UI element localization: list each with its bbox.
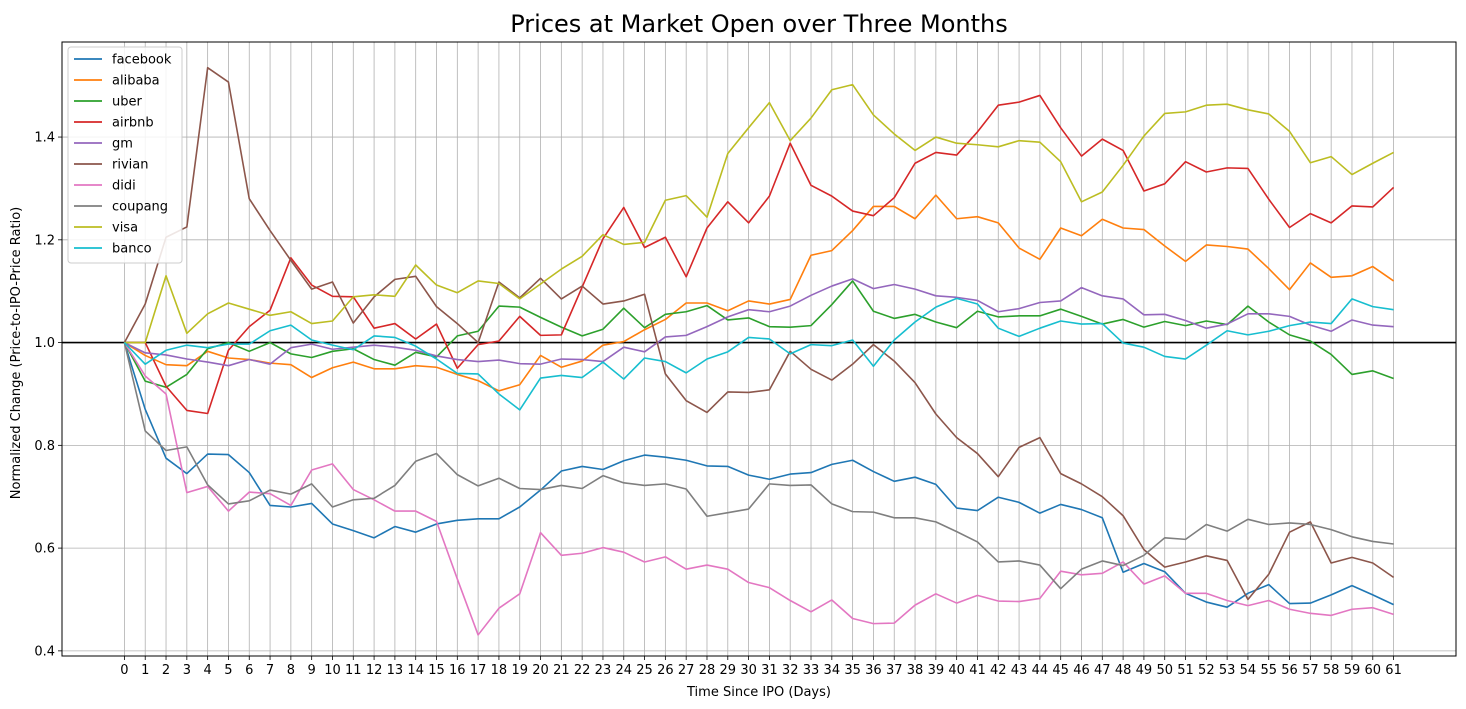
x-tick-label: 58 <box>1323 663 1340 678</box>
y-axis-ticks: 0.4 0.6 0.8 1.0 1.2 1.4 <box>34 131 62 659</box>
series-line-gm <box>124 278 1394 367</box>
x-tick-label: 1 <box>141 663 149 678</box>
x-axis-label: Time Since IPO (Days) <box>686 685 831 700</box>
x-tick-label: 23 <box>595 663 612 678</box>
x-tick-label: 43 <box>1011 663 1028 678</box>
y-tick-label: 0.4 <box>34 644 55 659</box>
x-tick-label: 48 <box>1115 663 1132 678</box>
x-tick-label: 19 <box>511 663 528 678</box>
x-tick-label: 49 <box>1136 663 1153 678</box>
x-tick-label: 55 <box>1260 663 1277 678</box>
x-tick-label: 54 <box>1240 663 1257 678</box>
x-tick-label: 8 <box>287 663 295 678</box>
x-tick-label: 5 <box>224 663 232 678</box>
x-tick-label: 38 <box>907 663 924 678</box>
y-tick-label: 0.6 <box>34 542 55 557</box>
x-tick-label: 45 <box>1052 663 1069 678</box>
x-tick-label: 44 <box>1032 663 1049 678</box>
x-tick-label: 17 <box>470 663 487 678</box>
x-tick-label: 9 <box>308 663 316 678</box>
legend-label-airbnb: airbnb <box>112 116 154 131</box>
series-line-airbnb <box>124 94 1395 415</box>
y-tick-label: 1.4 <box>34 131 55 146</box>
grid-lines <box>62 42 1456 656</box>
legend-label-alibaba: alibaba <box>112 74 160 89</box>
x-tick-label: 56 <box>1281 663 1298 678</box>
x-tick-label: 46 <box>1073 663 1090 678</box>
x-tick-label: 39 <box>928 663 945 678</box>
x-tick-label: 3 <box>183 663 191 678</box>
x-tick-label: 24 <box>615 663 632 678</box>
x-tick-label: 6 <box>245 663 253 678</box>
y-tick-label: 1.2 <box>34 233 55 248</box>
x-tick-label: 42 <box>990 663 1007 678</box>
legend-label-facebook: facebook <box>112 53 172 68</box>
x-tick-label: 35 <box>844 663 861 678</box>
chart-title: Prices at Market Open over Three Months <box>510 10 1008 38</box>
x-tick-label: 21 <box>553 663 570 678</box>
x-tick-label: 16 <box>449 663 466 678</box>
x-tick-label: 50 <box>1156 663 1173 678</box>
x-tick-label: 59 <box>1344 663 1361 678</box>
legend: facebook alibaba uber airbnb gm rivian didi cou… <box>67 46 183 264</box>
x-tick-label: 13 <box>387 663 404 678</box>
x-tick-label: 57 <box>1302 663 1319 678</box>
x-tick-label: 28 <box>699 663 716 678</box>
legend-label-visa: visa <box>112 221 138 236</box>
x-tick-label: 0 <box>120 663 128 678</box>
legend-label-didi: didi <box>112 179 136 194</box>
x-tick-label: 30 <box>740 663 757 678</box>
x-axis-ticks: 0 1 2 3 4 5 6 7 8 9 10 11 12 13 14 15 16 17 18 19 20 21 22 23 24… <box>120 656 1402 678</box>
x-tick-label: 51 <box>1177 663 1194 678</box>
x-tick-label: 4 <box>204 663 212 678</box>
legend-label-uber: uber <box>112 95 142 110</box>
x-tick-label: 40 <box>948 663 965 678</box>
legend-label-banco: banco <box>112 242 152 257</box>
series-line-alibaba <box>123 194 1395 392</box>
series-line-coupang <box>123 342 1394 590</box>
y-tick-label: 0.8 <box>34 439 55 454</box>
series-line-banco <box>123 297 1394 411</box>
plot-frame <box>61 41 1457 657</box>
x-tick-label: 2 <box>162 663 170 678</box>
x-tick-label: 47 <box>1094 663 1111 678</box>
x-tick-label: 41 <box>969 663 986 678</box>
series-line-visa <box>124 83 1394 344</box>
x-tick-label: 53 <box>1219 663 1236 678</box>
x-tick-label: 10 <box>324 663 341 678</box>
x-tick-label: 32 <box>782 663 799 678</box>
x-tick-label: 25 <box>636 663 653 678</box>
x-tick-label: 26 <box>657 663 674 678</box>
x-tick-label: 7 <box>266 663 274 678</box>
x-tick-label: 18 <box>491 663 508 678</box>
x-tick-label: 61 <box>1385 663 1402 678</box>
series-line-rivian <box>123 66 1395 601</box>
x-tick-label: 29 <box>720 663 737 678</box>
x-tick-label: 27 <box>678 663 695 678</box>
y-axis-label: Normalized Change (Price-to-IPO-Price Ra… <box>9 207 24 499</box>
series-line-facebook <box>123 342 1394 608</box>
series-line-didi <box>123 342 1394 636</box>
x-tick-label: 60 <box>1365 663 1382 678</box>
x-tick-label: 31 <box>761 663 778 678</box>
x-tick-label: 22 <box>574 663 591 678</box>
x-tick-label: 33 <box>803 663 820 678</box>
legend-label-rivian: rivian <box>112 158 148 173</box>
x-tick-label: 11 <box>345 663 362 678</box>
legend-label-gm: gm <box>112 137 133 152</box>
x-tick-label: 15 <box>428 663 445 678</box>
x-tick-label: 37 <box>886 663 903 678</box>
x-tick-label: 20 <box>532 663 549 678</box>
x-tick-label: 12 <box>366 663 383 678</box>
y-tick-label: 1.0 <box>34 336 55 351</box>
x-tick-label: 14 <box>407 663 424 678</box>
x-tick-label: 52 <box>1198 663 1215 678</box>
x-tick-label: 34 <box>824 663 841 678</box>
series-line-uber <box>123 280 1394 389</box>
x-tick-label: 36 <box>865 663 882 678</box>
series-lines <box>123 66 1395 636</box>
legend-label-coupang: coupang <box>112 200 168 215</box>
